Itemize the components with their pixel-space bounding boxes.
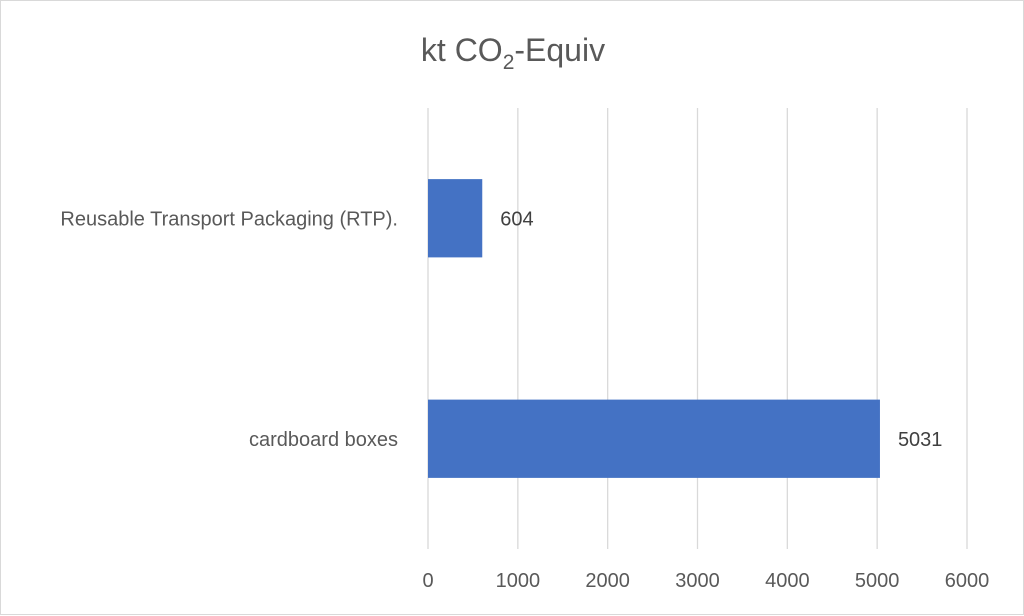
labels: 0 1000 2000 3000 4000 5000 6000 604 Reusable Tra… [60,208,989,592]
gridlines [427,108,968,549]
chart-title-suffix: -Equiv [514,32,605,68]
x-tick-label: 5000 [855,570,900,592]
bar [428,179,483,258]
chart-title-subscript: 2 [503,51,515,74]
category-label: Reusable Transport Packaging (RTP). [60,208,398,230]
x-tick-label: 6000 [945,570,990,592]
data-label: 5031 [898,429,943,451]
x-tick-label: 4000 [765,570,810,592]
x-tick-label: 3000 [675,570,720,592]
x-tick-label: 1000 [496,570,541,592]
category-label: cardboard boxes [249,429,398,451]
chart-title-main: kt CO [421,32,503,68]
chart-title: kt CO2-Equiv [421,32,605,74]
x-tick-label: 0 [422,570,433,592]
data-label: 604 [500,208,533,230]
bars [428,179,880,478]
x-tick-label: 2000 [585,570,630,592]
bar [428,399,880,478]
